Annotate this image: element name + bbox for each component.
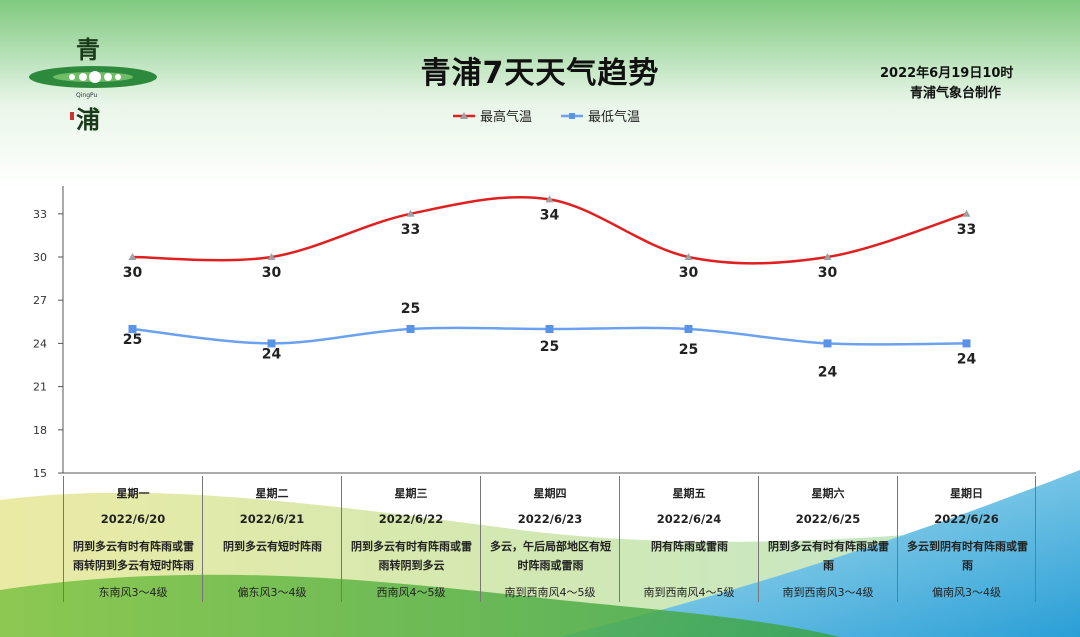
y-tick-label: 27 — [33, 294, 47, 307]
forecast-day: 星期一 — [116, 487, 150, 500]
low-temp-point — [406, 325, 415, 333]
logo-char-top: 青 — [76, 35, 100, 64]
forecast-date: 2022/6/20 — [100, 512, 166, 526]
chart-legend: 最高气温 最低气温 — [452, 106, 640, 125]
y-tick-label: 18 — [33, 424, 47, 437]
low-temp-label: 25 — [679, 342, 698, 358]
forecast-cell: 星期三 2022/6/22 阴到多云有时有阵雨或雷雨转阴到多云西南风4～5级 — [341, 476, 480, 602]
y-tick-label: 24 — [33, 337, 47, 350]
logo-latin-text: QingPu — [76, 92, 98, 99]
forecast-weather: 阴有阵雨或雷雨 — [651, 540, 728, 553]
low-temp-label: 25 — [401, 301, 420, 317]
forecast-cell: 星期六 2022/6/25 阴到多云有时有阵雨或雷雨南到西南风3～4级 — [758, 476, 897, 602]
sea-wave — [560, 470, 1080, 637]
legend-high-line-icon — [453, 111, 475, 119]
issuer: 青浦气象台制作 — [910, 86, 1002, 101]
forecast-day: 星期五 — [672, 487, 706, 500]
y-tick-label: 33 — [33, 208, 47, 221]
low-temp-label: 24 — [957, 351, 977, 367]
chart-title: 青浦7天天气趋势 — [420, 56, 660, 91]
high-temp-point — [962, 209, 971, 217]
logo-leaf-icon — [29, 66, 157, 88]
low-temp-point — [684, 325, 693, 333]
y-tick-label: 30 — [33, 251, 47, 264]
forecast-wind: 东南风3～4级 — [98, 586, 168, 599]
forecast-cell: 星期四 2022/6/23 多云，午后局部地区有短时阵雨或雷雨南到西南风4～5级 — [480, 476, 619, 602]
high-temp-label: 34 — [540, 207, 560, 223]
forecast-wind: 南到西南风3～4级 — [782, 586, 874, 599]
forecast-date: 2022/6/25 — [795, 512, 861, 526]
low-temp-point — [128, 325, 137, 333]
top-gradient — [0, 0, 1080, 190]
forecast-cell: 星期一 2022/6/20 阴到多云有时有阵雨或雷雨转阴到多云有短时阵雨东南风3～4… — [63, 476, 202, 602]
legend-item-low: 最低气温 — [560, 106, 640, 125]
forecast-date: 2022/6/22 — [378, 512, 444, 526]
high-temp-point — [128, 253, 137, 260]
high-temp-point — [823, 253, 832, 260]
y-tick-label: 21 — [33, 381, 47, 394]
low-temp-point — [267, 339, 276, 348]
high-temp-point — [267, 253, 276, 260]
high-temp-point — [684, 253, 693, 260]
issue-info: 2022年6月19日10时 青浦气象台制作 — [880, 64, 1070, 104]
forecast-date: 2022/6/24 — [656, 512, 722, 526]
low-temp-label: 25 — [123, 332, 142, 348]
high-temp-label: 30 — [262, 265, 282, 281]
low-temp-label: 24 — [262, 346, 282, 362]
legend-low-line-icon — [561, 112, 584, 119]
forecast-day: 星期四 — [533, 487, 567, 500]
forecast-day: 星期二 — [255, 487, 289, 500]
issued-time: 2022年6月19日10时 — [880, 66, 1014, 81]
forecast-day: 星期三 — [394, 487, 428, 500]
forecast-wind: 南到西南风4～5级 — [504, 586, 596, 599]
forecast-cell: 星期二 2022/6/21 阴到多云有短时阵雨 偏东风3～4级 — [202, 476, 341, 602]
forecast-weather: 阴到多云有时有阵雨或雷雨 — [768, 540, 889, 572]
y-tick-label: 15 — [33, 467, 47, 480]
low-temp-point — [823, 339, 832, 348]
high-temp-label: 30 — [123, 265, 143, 281]
qingpu-logo: 青 QingPu 浦 — [28, 24, 163, 134]
grass-wave — [0, 574, 840, 637]
low-temp-point — [962, 339, 971, 348]
high-temp-label: 33 — [401, 222, 420, 238]
logo-char-bottom: 浦 — [76, 105, 100, 134]
forecast-weather: 多云到阴有时有阵雨或雷雨 — [907, 540, 1028, 572]
forecast-wind: 偏南风3～4级 — [932, 586, 1001, 599]
legend-item-high: 最高气温 — [452, 106, 532, 125]
forecast-day: 星期日 — [950, 487, 983, 500]
low-temp-label: 24 — [818, 364, 838, 380]
forecast-day: 星期六 — [811, 487, 845, 500]
forecast-weather: 阴到多云有时有阵雨或雷雨转阴到多云 — [351, 540, 472, 572]
high-temp-label: 33 — [957, 222, 976, 238]
high-temp-label: 30 — [679, 265, 699, 281]
logo-seal-icon — [70, 112, 74, 120]
legend-low-label: 最低气温 — [588, 110, 641, 125]
forecast-cell: 星期五 2022/6/24 阴有阵雨或雷雨 南到西南风4～5级 — [619, 476, 758, 602]
forecast-date: 2022/6/21 — [239, 512, 305, 526]
forecast-wind: 西南风4～5级 — [376, 586, 446, 599]
forecast-cell: 星期日 2022/6/26 多云到阴有时有阵雨或雷雨偏南风3～4级 — [897, 476, 1036, 602]
high-temp-point — [545, 195, 554, 203]
forecast-weather: 阴到多云有时有阵雨或雷雨转阴到多云有短时阵雨 — [73, 540, 194, 572]
forecast-wind: 偏东风3～4级 — [237, 586, 307, 599]
low-temp-point — [545, 325, 554, 333]
forecast-weather: 阴到多云有短时阵雨 — [223, 540, 322, 553]
high-temp-label: 30 — [818, 265, 838, 281]
forecast-date: 2022/6/26 — [934, 512, 999, 526]
forecast-date: 2022/6/23 — [517, 512, 583, 526]
forecast-weather: 多云，午后局部地区有短时阵雨或雷雨 — [490, 540, 611, 572]
low-temp-label: 25 — [540, 339, 559, 355]
forecast-wind: 南到西南风4～5级 — [643, 586, 735, 599]
high-temp-point — [406, 209, 415, 217]
legend-high-label: 最高气温 — [480, 110, 533, 125]
